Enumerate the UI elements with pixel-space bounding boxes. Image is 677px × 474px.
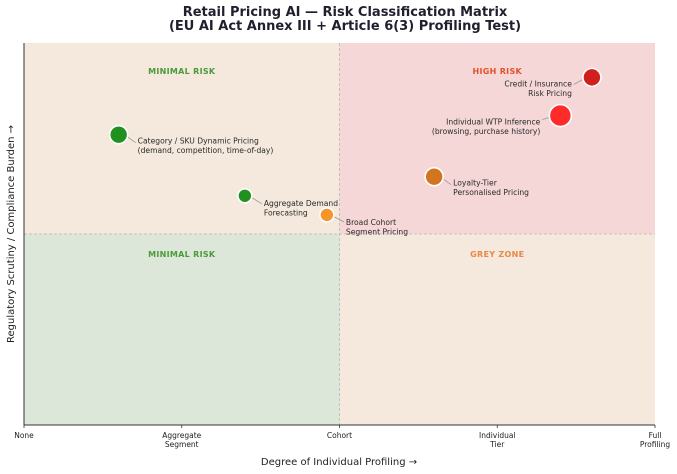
quadrant-label-bottom-left: MINIMAL RISK	[148, 250, 216, 259]
x-tick-label: Aggregate Segment	[162, 431, 201, 449]
leader-line	[250, 196, 263, 205]
quadrant-label-top-right: HIGH RISK	[472, 67, 522, 76]
data-point	[237, 188, 253, 204]
x-tick-label: Cohort	[327, 431, 352, 440]
quadrant-label-top-left: MINIMAL RISK	[148, 67, 216, 76]
plot-area: MINIMAL RISK HIGH RISK MINIMAL RISK GREY ZO…	[14, 43, 670, 449]
y-axis-label: Regulatory Scrutiny / Compliance Burden …	[6, 125, 17, 343]
data-point-label: Loyalty-Tier Personalised Pricing	[453, 179, 529, 198]
data-point	[424, 166, 444, 187]
quadrant-bottom-right	[339, 234, 655, 425]
data-point-label: Broad Cohort Segment Pricing	[346, 218, 408, 237]
x-tick-label: None	[14, 431, 34, 440]
quadrant-label-bottom-right: GREY ZONE	[470, 250, 524, 259]
chart-title-line1: Retail Pricing AI — Risk Classification …	[183, 5, 508, 20]
data-point	[548, 103, 573, 128]
quadrant-top-right	[339, 43, 655, 234]
x-axis-label: Degree of Individual Profiling →	[261, 457, 417, 468]
data-point-label: Category / SKU Dynamic Pricing (demand, c…	[138, 137, 274, 156]
data-point	[108, 124, 129, 145]
chart-title-line2: (EU AI Act Annex III + Article 6(3) Prof…	[169, 19, 521, 34]
x-tick-label: Individual Tier	[479, 431, 516, 449]
data-point	[582, 67, 602, 88]
data-point-label: Aggregate Demand Forecasting	[264, 199, 338, 218]
quadrant-top-left	[24, 43, 340, 234]
x-tick-label: Full Profiling	[640, 431, 671, 449]
data-point	[319, 207, 335, 223]
data-point-label: Individual WTP Inference (browsing, purch…	[432, 118, 541, 137]
data-point-label: Credit / Insurance Risk Pricing	[504, 79, 572, 98]
quadrant-bottom-left	[24, 234, 340, 425]
